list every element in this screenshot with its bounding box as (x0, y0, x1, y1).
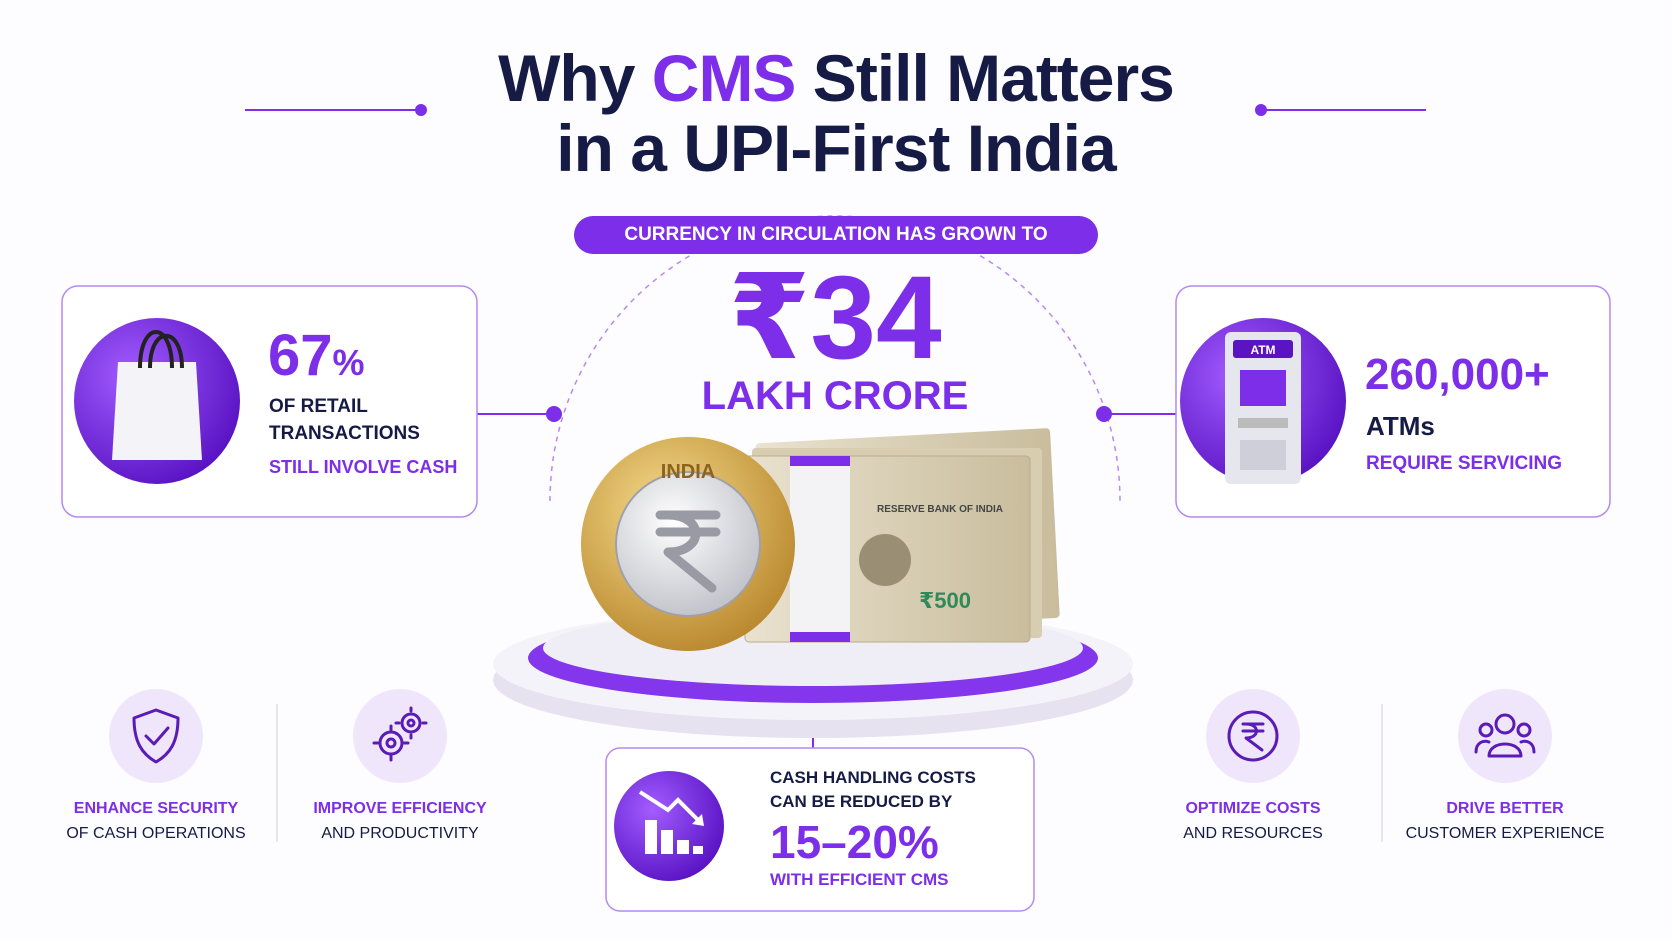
benefit-title: OPTIMIZE COSTS (1185, 800, 1321, 817)
benefit-subtitle: CUSTOMER EXPERIENCE (1405, 825, 1605, 842)
banknote-stack: RESERVE BANK OF INDIA ₹500 (744, 428, 1060, 643)
stat-line: TRANSACTIONS (269, 423, 420, 444)
benefit-glyphs (132, 706, 1536, 764)
title: Why CMS Still Matters (0, 40, 1672, 116)
stat-value: 67% (268, 322, 365, 389)
title-decoration (245, 104, 1426, 116)
chart-down-icon (614, 771, 724, 881)
stat-suffix: % (332, 342, 365, 383)
benefit-subtitle: AND PRODUCTIVITY (321, 825, 479, 842)
savings-value: 15–20% (770, 816, 939, 868)
coin-text: INDIA (661, 461, 715, 483)
stat-line: REQUIRE SERVICING (1366, 453, 1563, 474)
stat-number: 67 (268, 323, 333, 388)
savings-footer: WITH EFFICIENT CMS (770, 870, 949, 889)
benefit-subtitle: OF CASH OPERATIONS (66, 825, 246, 842)
stat-line: STILL INVOLVE CASH (269, 457, 458, 477)
title-line: in a UPI-First India (556, 111, 1116, 185)
title-highlight: CMS (651, 41, 797, 115)
banknote-text: RESERVE BANK OF INDIA (877, 504, 1003, 515)
stat-line: OF RETAIL (269, 396, 368, 417)
savings-card (605, 747, 1035, 912)
atm-icon: ATM (1180, 318, 1346, 484)
banknote-value: ₹500 (919, 588, 971, 613)
savings-line: CASH HANDLING COSTS (770, 768, 976, 787)
hero-amount: ₹34 (728, 252, 942, 384)
bag-icon (74, 318, 240, 484)
benefit-title: IMPROVE EFFICIENCY (313, 800, 487, 817)
title-part: Why (498, 41, 635, 115)
hero-unit: LAKH CRORE (701, 374, 969, 418)
coin: INDIA (581, 437, 795, 651)
stat-value: 260,000+ (1365, 350, 1550, 399)
benefit-subtitle: AND RESOURCES (1183, 825, 1323, 842)
stat-line: ATMs (1366, 411, 1435, 441)
dividers (276, 704, 1383, 842)
benefit-icons (109, 689, 1552, 783)
badge: CURRENCY IN CIRCULATION HAS GROWN TO (574, 216, 1098, 254)
benefit-title: ENHANCE SECURITY (73, 800, 239, 817)
savings-line: CAN BE REDUCED BY (770, 792, 953, 811)
atm-label: ATM (1250, 343, 1275, 357)
benefit-title: DRIVE BETTER (1446, 800, 1564, 817)
title-part: Still Matters (812, 41, 1175, 115)
